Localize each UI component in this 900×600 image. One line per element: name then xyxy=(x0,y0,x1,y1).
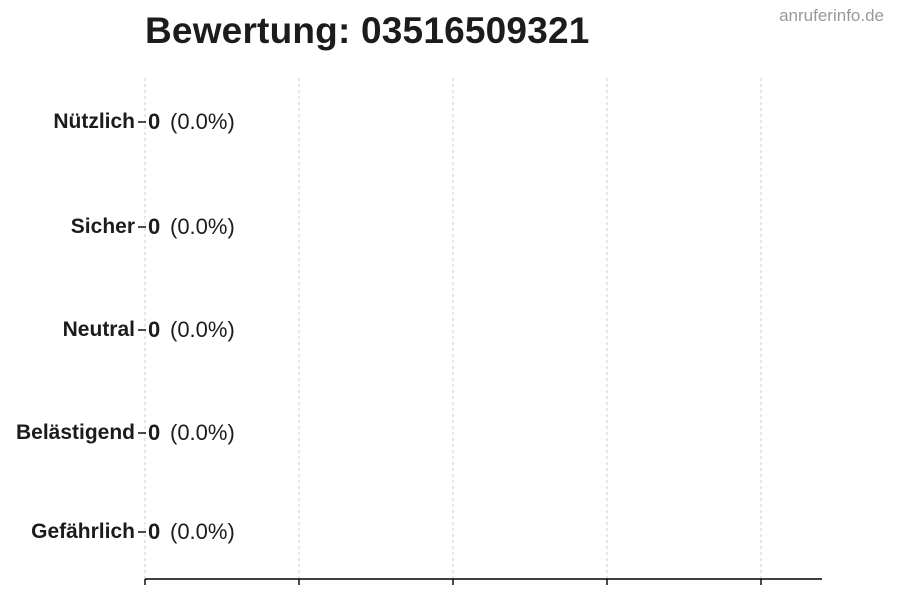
svg-text:Belästigend: Belästigend xyxy=(16,421,135,444)
svg-text:Sicher: Sicher xyxy=(71,215,135,238)
svg-text:0: 0 xyxy=(148,214,160,239)
svg-text:0: 0 xyxy=(148,420,160,445)
svg-text:0: 0 xyxy=(148,317,160,342)
svg-text:Nützlich: Nützlich xyxy=(53,110,135,133)
svg-text:Gefährlich: Gefährlich xyxy=(31,520,135,543)
svg-text:0: 0 xyxy=(148,519,160,544)
svg-text:(0.0%): (0.0%) xyxy=(170,420,235,445)
svg-text:(0.0%): (0.0%) xyxy=(170,214,235,239)
svg-text:0: 0 xyxy=(148,109,160,134)
svg-text:Neutral: Neutral xyxy=(63,318,135,341)
svg-text:(0.0%): (0.0%) xyxy=(170,109,235,134)
svg-text:(0.0%): (0.0%) xyxy=(170,519,235,544)
svg-text:(0.0%): (0.0%) xyxy=(170,317,235,342)
